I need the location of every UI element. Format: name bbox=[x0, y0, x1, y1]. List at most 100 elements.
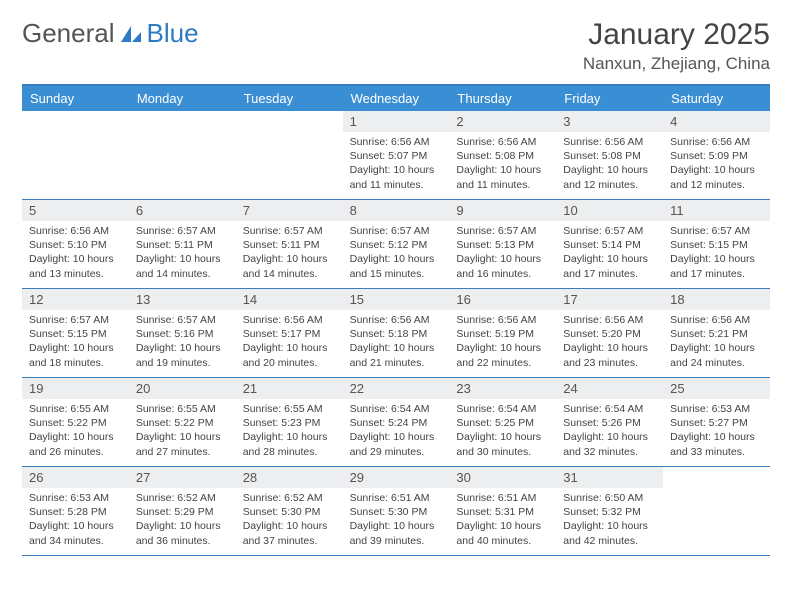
day-cell: 14Sunrise: 6:56 AMSunset: 5:17 PMDayligh… bbox=[236, 289, 343, 377]
title-block: January 2025 Nanxun, Zhejiang, China bbox=[583, 18, 770, 74]
day-cell: 23Sunrise: 6:54 AMSunset: 5:25 PMDayligh… bbox=[449, 378, 556, 466]
day-cell: 28Sunrise: 6:52 AMSunset: 5:30 PMDayligh… bbox=[236, 467, 343, 555]
sunrise-text: Sunrise: 6:57 AM bbox=[136, 224, 229, 238]
day-info: Sunrise: 6:56 AMSunset: 5:20 PMDaylight:… bbox=[556, 310, 663, 375]
day-number: 21 bbox=[236, 378, 343, 399]
day-cell: 8Sunrise: 6:57 AMSunset: 5:12 PMDaylight… bbox=[343, 200, 450, 288]
day-number: 19 bbox=[22, 378, 129, 399]
day-number: 31 bbox=[556, 467, 663, 488]
weeks-container: 1Sunrise: 6:56 AMSunset: 5:07 PMDaylight… bbox=[22, 111, 770, 556]
day-number: 24 bbox=[556, 378, 663, 399]
day-info: Sunrise: 6:56 AMSunset: 5:07 PMDaylight:… bbox=[343, 132, 450, 197]
day-cell bbox=[22, 111, 129, 199]
day-number: 4 bbox=[663, 111, 770, 132]
dow-tuesday: Tuesday bbox=[236, 86, 343, 111]
sunset-text: Sunset: 5:21 PM bbox=[670, 327, 763, 341]
day-number: 12 bbox=[22, 289, 129, 310]
location-subtitle: Nanxun, Zhejiang, China bbox=[583, 54, 770, 74]
sunrise-text: Sunrise: 6:57 AM bbox=[243, 224, 336, 238]
day-info: Sunrise: 6:56 AMSunset: 5:18 PMDaylight:… bbox=[343, 310, 450, 375]
sunrise-text: Sunrise: 6:57 AM bbox=[136, 313, 229, 327]
daylight-text: Daylight: 10 hours and 27 minutes. bbox=[136, 430, 229, 458]
sunset-text: Sunset: 5:15 PM bbox=[670, 238, 763, 252]
day-cell: 26Sunrise: 6:53 AMSunset: 5:28 PMDayligh… bbox=[22, 467, 129, 555]
day-info: Sunrise: 6:57 AMSunset: 5:11 PMDaylight:… bbox=[236, 221, 343, 286]
daylight-text: Daylight: 10 hours and 30 minutes. bbox=[456, 430, 549, 458]
sunset-text: Sunset: 5:22 PM bbox=[29, 416, 122, 430]
sunrise-text: Sunrise: 6:51 AM bbox=[350, 491, 443, 505]
day-cell bbox=[129, 111, 236, 199]
sunset-text: Sunset: 5:25 PM bbox=[456, 416, 549, 430]
sunrise-text: Sunrise: 6:56 AM bbox=[456, 313, 549, 327]
sunrise-text: Sunrise: 6:56 AM bbox=[563, 135, 656, 149]
day-cell: 3Sunrise: 6:56 AMSunset: 5:08 PMDaylight… bbox=[556, 111, 663, 199]
day-number: 6 bbox=[129, 200, 236, 221]
daylight-text: Daylight: 10 hours and 39 minutes. bbox=[350, 519, 443, 547]
dow-wednesday: Wednesday bbox=[343, 86, 450, 111]
sunset-text: Sunset: 5:26 PM bbox=[563, 416, 656, 430]
day-number: 26 bbox=[22, 467, 129, 488]
daylight-text: Daylight: 10 hours and 34 minutes. bbox=[29, 519, 122, 547]
daylight-text: Daylight: 10 hours and 18 minutes. bbox=[29, 341, 122, 369]
sunset-text: Sunset: 5:30 PM bbox=[350, 505, 443, 519]
day-info: Sunrise: 6:56 AMSunset: 5:08 PMDaylight:… bbox=[449, 132, 556, 197]
day-number: 16 bbox=[449, 289, 556, 310]
sunset-text: Sunset: 5:28 PM bbox=[29, 505, 122, 519]
sunrise-text: Sunrise: 6:57 AM bbox=[350, 224, 443, 238]
day-number: 25 bbox=[663, 378, 770, 399]
day-number: 2 bbox=[449, 111, 556, 132]
day-info: Sunrise: 6:53 AMSunset: 5:27 PMDaylight:… bbox=[663, 399, 770, 464]
sunset-text: Sunset: 5:11 PM bbox=[136, 238, 229, 252]
day-cell: 6Sunrise: 6:57 AMSunset: 5:11 PMDaylight… bbox=[129, 200, 236, 288]
sunset-text: Sunset: 5:16 PM bbox=[136, 327, 229, 341]
day-cell: 21Sunrise: 6:55 AMSunset: 5:23 PMDayligh… bbox=[236, 378, 343, 466]
daylight-text: Daylight: 10 hours and 12 minutes. bbox=[563, 163, 656, 191]
day-info: Sunrise: 6:54 AMSunset: 5:25 PMDaylight:… bbox=[449, 399, 556, 464]
sunrise-text: Sunrise: 6:55 AM bbox=[243, 402, 336, 416]
day-info: Sunrise: 6:55 AMSunset: 5:22 PMDaylight:… bbox=[129, 399, 236, 464]
daylight-text: Daylight: 10 hours and 36 minutes. bbox=[136, 519, 229, 547]
day-info: Sunrise: 6:54 AMSunset: 5:26 PMDaylight:… bbox=[556, 399, 663, 464]
sunrise-text: Sunrise: 6:56 AM bbox=[563, 313, 656, 327]
daylight-text: Daylight: 10 hours and 14 minutes. bbox=[243, 252, 336, 280]
sunrise-text: Sunrise: 6:56 AM bbox=[243, 313, 336, 327]
day-cell: 24Sunrise: 6:54 AMSunset: 5:26 PMDayligh… bbox=[556, 378, 663, 466]
daylight-text: Daylight: 10 hours and 20 minutes. bbox=[243, 341, 336, 369]
day-cell: 5Sunrise: 6:56 AMSunset: 5:10 PMDaylight… bbox=[22, 200, 129, 288]
day-info: Sunrise: 6:57 AMSunset: 5:13 PMDaylight:… bbox=[449, 221, 556, 286]
day-cell: 22Sunrise: 6:54 AMSunset: 5:24 PMDayligh… bbox=[343, 378, 450, 466]
sunset-text: Sunset: 5:08 PM bbox=[563, 149, 656, 163]
day-number: 8 bbox=[343, 200, 450, 221]
day-cell: 27Sunrise: 6:52 AMSunset: 5:29 PMDayligh… bbox=[129, 467, 236, 555]
daylight-text: Daylight: 10 hours and 24 minutes. bbox=[670, 341, 763, 369]
sunset-text: Sunset: 5:30 PM bbox=[243, 505, 336, 519]
sunset-text: Sunset: 5:27 PM bbox=[670, 416, 763, 430]
day-info: Sunrise: 6:56 AMSunset: 5:21 PMDaylight:… bbox=[663, 310, 770, 375]
daylight-text: Daylight: 10 hours and 12 minutes. bbox=[670, 163, 763, 191]
week-row: 5Sunrise: 6:56 AMSunset: 5:10 PMDaylight… bbox=[22, 200, 770, 289]
daylight-text: Daylight: 10 hours and 40 minutes. bbox=[456, 519, 549, 547]
day-number: 22 bbox=[343, 378, 450, 399]
day-number: 14 bbox=[236, 289, 343, 310]
sunset-text: Sunset: 5:19 PM bbox=[456, 327, 549, 341]
daylight-text: Daylight: 10 hours and 16 minutes. bbox=[456, 252, 549, 280]
day-info: Sunrise: 6:51 AMSunset: 5:31 PMDaylight:… bbox=[449, 488, 556, 553]
daylight-text: Daylight: 10 hours and 11 minutes. bbox=[456, 163, 549, 191]
day-cell: 15Sunrise: 6:56 AMSunset: 5:18 PMDayligh… bbox=[343, 289, 450, 377]
daylight-text: Daylight: 10 hours and 42 minutes. bbox=[563, 519, 656, 547]
day-cell: 25Sunrise: 6:53 AMSunset: 5:27 PMDayligh… bbox=[663, 378, 770, 466]
day-info: Sunrise: 6:56 AMSunset: 5:10 PMDaylight:… bbox=[22, 221, 129, 286]
day-cell: 20Sunrise: 6:55 AMSunset: 5:22 PMDayligh… bbox=[129, 378, 236, 466]
day-info: Sunrise: 6:54 AMSunset: 5:24 PMDaylight:… bbox=[343, 399, 450, 464]
dow-row: Sunday Monday Tuesday Wednesday Thursday… bbox=[22, 86, 770, 111]
day-cell: 7Sunrise: 6:57 AMSunset: 5:11 PMDaylight… bbox=[236, 200, 343, 288]
sunrise-text: Sunrise: 6:57 AM bbox=[456, 224, 549, 238]
day-info: Sunrise: 6:57 AMSunset: 5:15 PMDaylight:… bbox=[663, 221, 770, 286]
daylight-text: Daylight: 10 hours and 15 minutes. bbox=[350, 252, 443, 280]
sunrise-text: Sunrise: 6:51 AM bbox=[456, 491, 549, 505]
daylight-text: Daylight: 10 hours and 17 minutes. bbox=[670, 252, 763, 280]
sunrise-text: Sunrise: 6:55 AM bbox=[136, 402, 229, 416]
sunrise-text: Sunrise: 6:53 AM bbox=[670, 402, 763, 416]
brand-part1: General bbox=[22, 18, 115, 49]
dow-thursday: Thursday bbox=[449, 86, 556, 111]
